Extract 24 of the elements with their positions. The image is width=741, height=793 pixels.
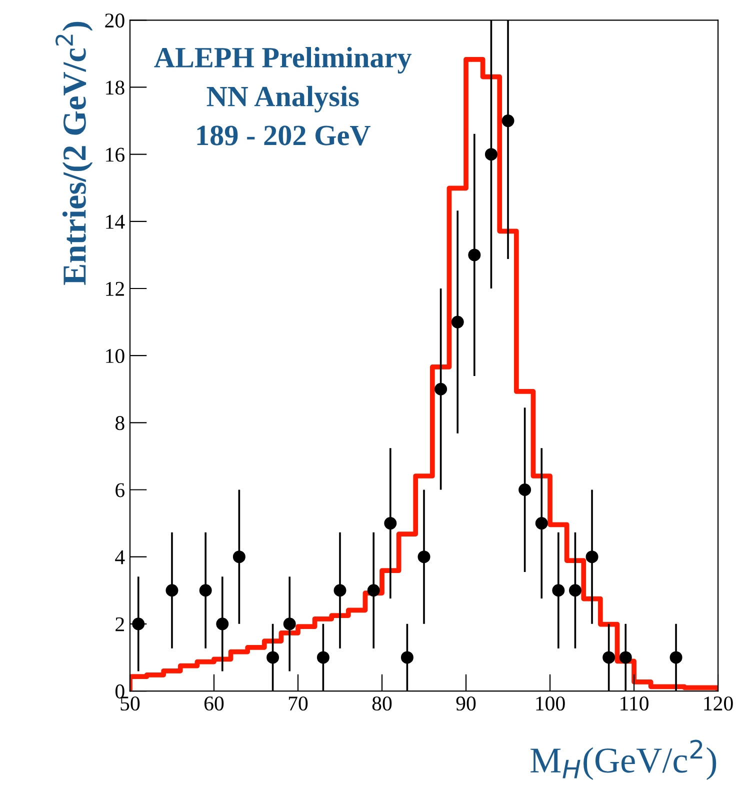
x-tick-label: 120 [704, 696, 733, 711]
y-tick-label: 8 [115, 416, 124, 430]
x-tick-label: 90 [456, 696, 476, 711]
annotation: ALEPH Preliminary [154, 46, 412, 74]
y-tick-label: 18 [106, 80, 124, 95]
y-tick-label: 12 [106, 282, 124, 296]
y-axis-title: Entries/(2 GeV/c$^{2}$) [56, 22, 93, 285]
x-tick-label: 50 [120, 696, 140, 711]
y-tick-label: 20 [105, 14, 124, 28]
y-tick-label: 6 [116, 483, 124, 498]
x-tick-label: 100 [536, 696, 565, 711]
annotation: 189 - 202 GeV [197, 126, 370, 146]
annotation: NN Analysis [206, 86, 359, 112]
x-tick-label: 70 [288, 696, 308, 711]
y-tick-label: 14 [106, 214, 125, 229]
x-tick-label: 110 [620, 696, 648, 711]
x-axis-title: M$_{H}$(GeV/c$^{2}$) [530, 740, 716, 780]
y-tick-label: 10 [106, 348, 124, 364]
x-tick-label: 80 [372, 696, 392, 711]
y-tick-label: 4 [115, 550, 125, 564]
x-tick-label: 60 [204, 696, 224, 711]
y-tick-label: 0 [115, 684, 124, 698]
y-tick-label: 16 [106, 148, 124, 162]
y-tick-label: 2 [116, 617, 124, 632]
